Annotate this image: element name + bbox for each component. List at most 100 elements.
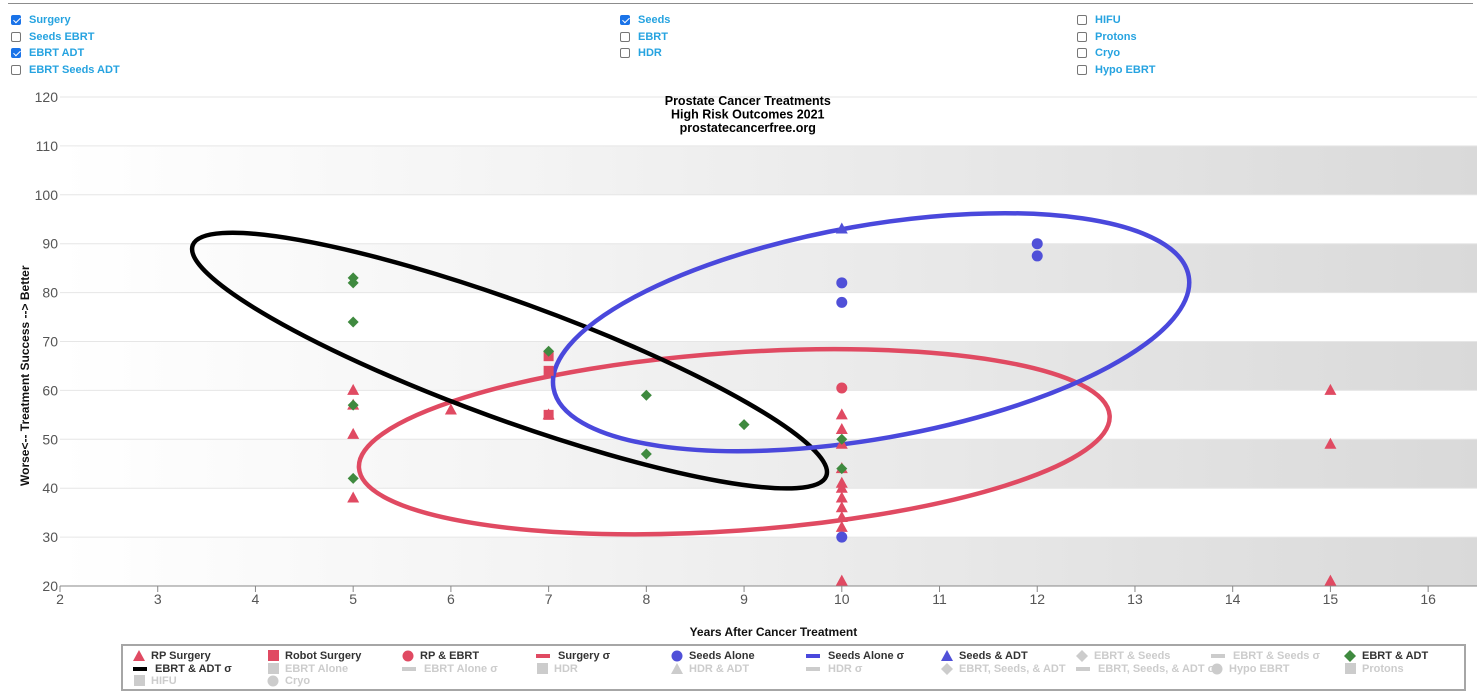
- y-tick-label: 40: [42, 480, 58, 496]
- filter-seeds-ebrt[interactable]: Seeds EBRT: [11, 29, 120, 46]
- legend-line-icon: [536, 654, 550, 658]
- legend-label: EBRT, Seeds, & ADT σ: [1098, 662, 1216, 675]
- filter-surgery[interactable]: Surgery: [11, 12, 120, 29]
- legend-label: EBRT & Seeds σ: [1233, 650, 1320, 662]
- filter-ebrt-seeds-adt[interactable]: EBRT Seeds ADT: [11, 62, 120, 79]
- filter-protons[interactable]: Protons: [1077, 29, 1156, 46]
- legend-circle-icon: [1211, 663, 1223, 674]
- legend-item-ebrt-seeds[interactable]: EBRT & Seeds σ: [1211, 650, 1320, 662]
- top-divider: [8, 3, 1473, 4]
- legend-line-icon: [1076, 666, 1090, 671]
- ebrt-adt-point: [347, 277, 359, 289]
- legend-label: HIFU: [151, 675, 177, 687]
- filter-hypo-ebrt[interactable]: Hypo EBRT: [1077, 62, 1156, 79]
- seeds-alone-point: [836, 277, 848, 289]
- filter-label: HDR: [638, 47, 662, 60]
- filter-checkbox[interactable]: [1077, 15, 1087, 26]
- legend-label: Seeds Alone: [689, 650, 755, 662]
- filter-checkbox[interactable]: [11, 31, 21, 42]
- legend-triangle-icon: [133, 650, 145, 661]
- legend-item-robot-surgery[interactable]: Robot Surgery: [267, 650, 361, 662]
- x-tick-label: 15: [1323, 591, 1339, 607]
- legend-item-surgery[interactable]: Surgery σ: [536, 650, 610, 662]
- rp-surgery-point: [835, 501, 848, 513]
- x-tick-label: 14: [1225, 591, 1241, 607]
- plot-band: [60, 145, 1477, 195]
- rp-surgery-point: [835, 408, 848, 420]
- filter-checkbox[interactable]: [1077, 48, 1087, 59]
- legend-item-rp-surgery[interactable]: RP Surgery: [133, 650, 211, 662]
- legend-item-seeds-adt[interactable]: Seeds & ADT: [941, 650, 1028, 662]
- y-tick-label: 120: [35, 89, 59, 105]
- y-tick-label: 70: [42, 334, 58, 350]
- y-tick-label: 50: [42, 431, 58, 447]
- plot-band: [60, 537, 1477, 586]
- x-tick-label: 9: [740, 591, 748, 607]
- robot-surgery-point: [543, 409, 554, 420]
- ebrt-adt-point: [836, 463, 848, 475]
- legend-triangle-icon: [941, 650, 953, 661]
- legend-label: HDR σ: [828, 662, 863, 675]
- ebrt-adt-point: [738, 419, 750, 431]
- legend-item-ebrt-seeds-adt[interactable]: EBRT, Seeds, & ADT: [941, 662, 1066, 675]
- filter-seeds[interactable]: Seeds: [620, 12, 670, 29]
- legend-label: EBRT Alone: [285, 662, 349, 675]
- filter-checkbox[interactable]: [620, 31, 630, 42]
- legend-label: EBRT & ADT: [1362, 650, 1429, 662]
- legend-item-ebrt-alone[interactable]: EBRT Alone σ: [402, 663, 498, 675]
- legend-label: Seeds & ADT: [959, 650, 1028, 662]
- legend-line-icon: [1211, 654, 1225, 658]
- legend-item-hypo-ebrt[interactable]: Hypo EBRT: [1211, 663, 1290, 675]
- robot-surgery-point: [543, 365, 554, 376]
- x-tick-label: 16: [1420, 591, 1436, 607]
- filter-cryo[interactable]: Cryo: [1077, 45, 1156, 62]
- legend-item-ebrt-seeds[interactable]: EBRT & Seeds: [1076, 650, 1170, 662]
- seeds-alone-ellipse: [550, 210, 1192, 454]
- legend-square-icon: [134, 675, 145, 686]
- legend-item-ebrt-adt[interactable]: EBRT & ADT σ: [133, 663, 232, 675]
- x-tick-label: 3: [154, 591, 162, 607]
- y-tick-label: 20: [42, 578, 58, 594]
- legend-item-rp-ebrt[interactable]: RP & EBRT: [402, 650, 479, 662]
- legend-item-protons[interactable]: Protons: [1344, 662, 1404, 675]
- filter-checkbox[interactable]: [11, 15, 21, 26]
- filter-checkbox[interactable]: [11, 64, 21, 75]
- x-tick-label: 10: [834, 591, 850, 607]
- legend-label: Hypo EBRT: [1229, 662, 1290, 675]
- rp-surgery-point: [835, 520, 848, 532]
- legend-diamond-icon: [1344, 650, 1356, 662]
- surgery-ellipse: [356, 346, 1112, 537]
- legend-item-seeds-alone[interactable]: Seeds Alone σ: [806, 650, 904, 662]
- legend-item-ebrt-alone[interactable]: EBRT Alone: [267, 662, 349, 675]
- legend-item-ebrt-adt[interactable]: EBRT & ADT: [1344, 650, 1428, 662]
- legend-item-seeds-alone[interactable]: Seeds Alone: [671, 650, 755, 662]
- filter-checkbox[interactable]: [620, 15, 630, 26]
- filter-checkbox[interactable]: [1077, 31, 1087, 42]
- legend-square-icon: [268, 650, 279, 661]
- filter-checkbox[interactable]: [11, 48, 21, 59]
- filter-checkbox[interactable]: [620, 48, 630, 59]
- chart-title-line: High Risk Outcomes 2021: [671, 108, 825, 122]
- rp-surgery-point: [835, 423, 848, 435]
- filter-checkbox[interactable]: [1077, 64, 1087, 75]
- chart-title-line: prostatecancerfree.org: [680, 121, 816, 135]
- rp-surgery-point: [347, 427, 360, 439]
- legend-item-hdr[interactable]: HDR σ: [806, 663, 862, 675]
- legend-label: Robot Surgery: [285, 650, 362, 662]
- filter-hifu[interactable]: HIFU: [1077, 12, 1156, 29]
- filter-label: Cryo: [1095, 47, 1121, 60]
- x-tick-label: 4: [252, 591, 260, 607]
- ebrt-adt-point: [543, 345, 555, 357]
- legend-label: Surgery σ: [558, 650, 611, 662]
- filter-label: Surgery: [29, 14, 71, 27]
- filter-ebrt-adt[interactable]: EBRT ADT: [11, 45, 120, 62]
- filter-ebrt[interactable]: EBRT: [620, 29, 670, 46]
- legend-label: Seeds Alone σ: [828, 650, 905, 662]
- legend-item-ebrt-seeds-adt[interactable]: EBRT, Seeds, & ADT σ: [1076, 663, 1215, 675]
- legend-item-cryo[interactable]: Cryo: [267, 675, 310, 687]
- legend-label: Protons: [1362, 662, 1404, 675]
- filter-hdr[interactable]: HDR: [620, 45, 670, 62]
- legend-item-hifu[interactable]: HIFU: [133, 675, 177, 687]
- legend-item-hdr-adt[interactable]: HDR & ADT: [671, 662, 749, 675]
- legend-item-hdr[interactable]: HDR: [536, 662, 578, 675]
